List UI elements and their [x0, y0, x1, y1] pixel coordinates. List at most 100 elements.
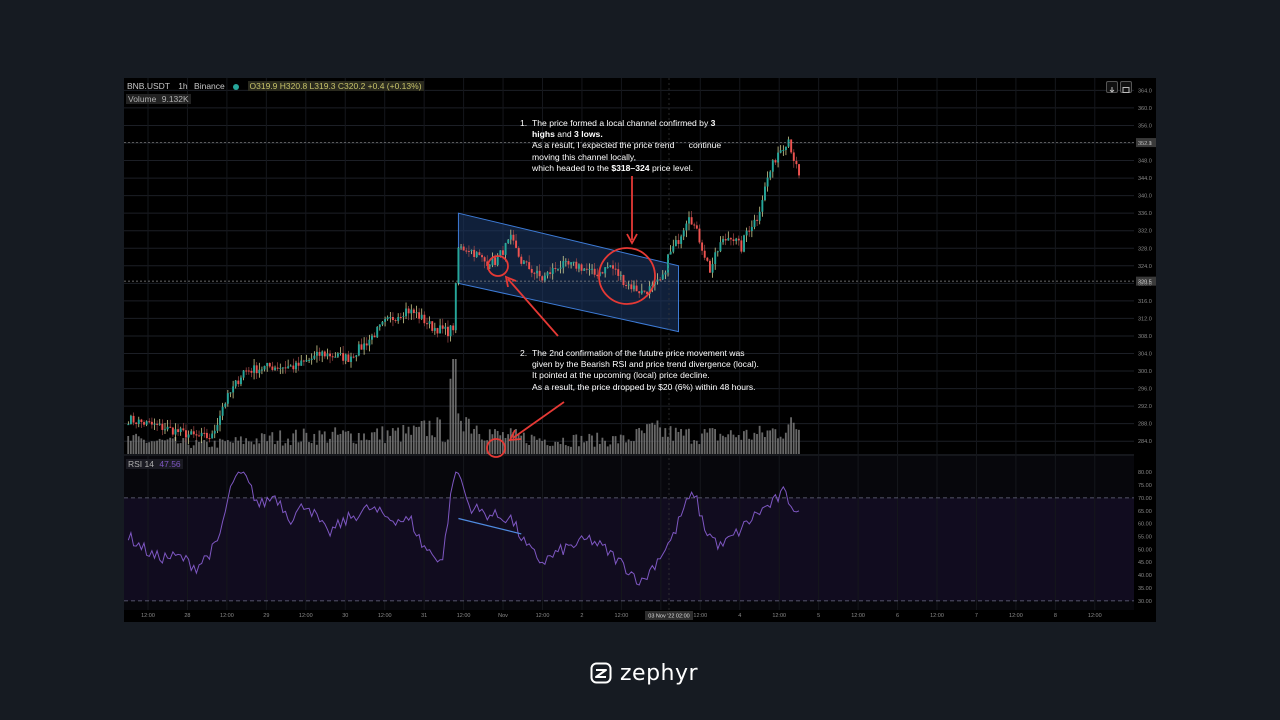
- candle-body: [682, 230, 685, 237]
- volume-bar: [135, 433, 137, 454]
- candle-body: [771, 160, 774, 172]
- time-tick-label: 30: [342, 613, 348, 619]
- volume-bar: [239, 436, 242, 454]
- volume-bar: [321, 434, 323, 454]
- candle-body: [758, 211, 761, 221]
- symbol-label[interactable]: BNB.USDT: [127, 81, 170, 91]
- candle-body: [706, 257, 709, 261]
- candle-body: [698, 228, 701, 243]
- candle-body: [784, 146, 787, 150]
- fullscreen-icon[interactable]: [1120, 81, 1132, 93]
- volume-bar: [606, 446, 609, 454]
- volume-bar: [449, 378, 452, 454]
- candle-body: [743, 235, 745, 252]
- price-tick-label: 316.0: [1138, 299, 1152, 305]
- candle-body: [129, 415, 132, 425]
- candle-body: [609, 265, 612, 268]
- interval-label[interactable]: 1h: [178, 81, 188, 91]
- candle-body: [418, 312, 421, 319]
- volume-bar: [672, 440, 675, 454]
- volume-bar: [308, 442, 310, 454]
- volume-bar: [203, 439, 206, 454]
- volume-bar: [790, 417, 792, 454]
- candle-body: [190, 431, 193, 435]
- candle-body: [213, 430, 216, 434]
- candle-body: [541, 276, 544, 281]
- volume-bar: [475, 425, 478, 454]
- volume-bar: [250, 441, 253, 454]
- volume-bar: [585, 441, 588, 454]
- volume-bar: [153, 441, 156, 454]
- volume-bar: [148, 442, 151, 454]
- volume-bar: [779, 436, 782, 454]
- volume-bar: [260, 433, 263, 454]
- candle-body: [132, 415, 135, 423]
- candle-body: [677, 240, 680, 244]
- volume-bar: [556, 441, 559, 454]
- annotation-arrow-3: [512, 401, 565, 439]
- volume-bar: [415, 427, 418, 454]
- annotation-2-line3: It pointed at the upcoming (local) price…: [532, 370, 710, 381]
- volume-bar: [460, 420, 462, 454]
- candle-body: [478, 252, 481, 256]
- volume-bar: [491, 434, 494, 454]
- candle-body: [305, 360, 308, 362]
- candle-body: [279, 367, 282, 369]
- volume-bar: [784, 432, 787, 454]
- download-icon[interactable]: [1106, 81, 1118, 93]
- volume-bar: [777, 438, 779, 454]
- volume-bar: [418, 426, 420, 454]
- volume-bar: [226, 440, 229, 454]
- volume-bar: [701, 433, 703, 454]
- annotation-1-line4: moving this channel locally,: [532, 151, 636, 162]
- volume-bar: [274, 444, 276, 454]
- volume-bar: [695, 440, 698, 454]
- volume-bar: [279, 430, 282, 454]
- volume-value: 9.132K: [161, 94, 189, 104]
- volume-bar: [465, 417, 468, 454]
- candle-body: [627, 284, 630, 286]
- volume-bar: [284, 443, 287, 454]
- volume-bar: [200, 441, 203, 454]
- volume-bar: [567, 446, 570, 454]
- candle-body: [756, 219, 759, 221]
- price-tick-label: 308.0: [1138, 334, 1152, 340]
- time-tick-label: 12:00: [299, 613, 313, 619]
- volume-bar: [381, 426, 384, 454]
- volume-bar: [496, 430, 499, 454]
- volume-bar: [428, 420, 431, 454]
- volume-bar: [258, 443, 261, 454]
- volume-bar: [378, 439, 381, 454]
- candle-body: [412, 309, 415, 314]
- price-marker-label: 320.5: [1138, 280, 1152, 286]
- volume-bar: [512, 431, 515, 454]
- volume-bar: [234, 437, 237, 454]
- candle-body: [284, 367, 287, 369]
- volume-bar: [630, 441, 633, 454]
- volume-bar: [127, 435, 130, 454]
- volume-bar: [507, 434, 510, 454]
- time-cursor-label: 03 Nov '22 02:00: [648, 614, 689, 620]
- candle-body: [572, 261, 575, 263]
- annotation-1-highs: highs: [532, 129, 555, 140]
- candle-body: [187, 434, 190, 438]
- annotation-arrowhead-3: [508, 429, 522, 442]
- volume-bar: [446, 439, 449, 454]
- chart-header: BNB.USDT 1h Binance O319.9 H320.8 L319.3…: [127, 81, 424, 91]
- candle-body: [323, 351, 326, 357]
- candle-body: [391, 317, 394, 321]
- volume-bar: [423, 420, 426, 454]
- chart-panel[interactable]: 352.1 320.5 364.0 360.0 356.0 352.0 348.0 344.0…: [124, 78, 1156, 622]
- candle-body: [135, 422, 138, 424]
- time-tick-label: 28: [184, 613, 190, 619]
- volume-bar: [219, 438, 221, 454]
- price-chart-svg[interactable]: 352.1 320.5 364.0 360.0 356.0 352.0 348.0 344.0…: [124, 78, 1156, 622]
- volume-bar: [588, 433, 591, 454]
- volume-bar: [205, 441, 208, 454]
- candle-body: [389, 317, 392, 319]
- price-tick-label: 284.0: [1138, 439, 1152, 445]
- volume-bar: [163, 440, 166, 454]
- rsi-legend: RSI 14 47.56: [126, 459, 183, 469]
- rsi-tick-label: 50.00: [1138, 547, 1152, 553]
- candle-body: [446, 326, 449, 337]
